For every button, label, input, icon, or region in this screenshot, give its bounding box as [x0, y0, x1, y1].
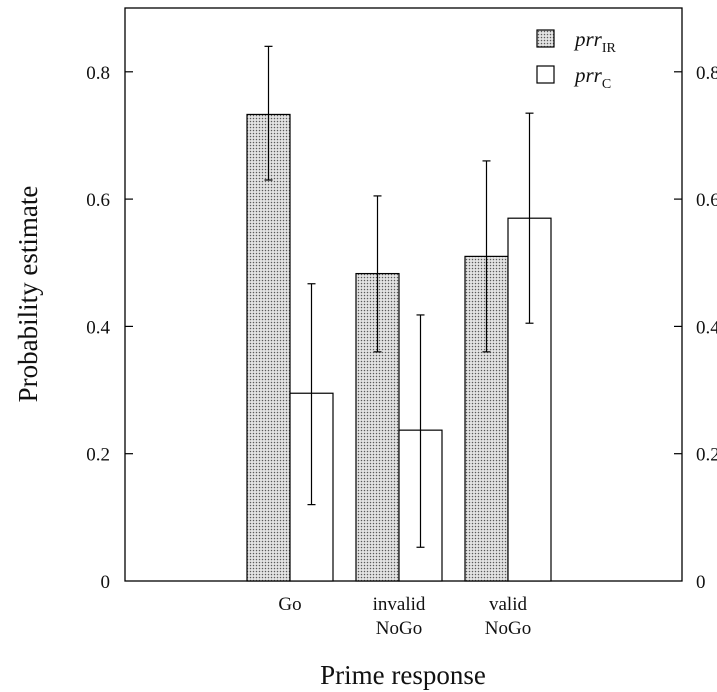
bar-ir-0 [247, 114, 290, 581]
legend-swatch-ir [537, 30, 554, 47]
x-tick-label: invalid [373, 594, 426, 615]
y-tick-label-left: 0.4 [86, 317, 110, 338]
bars-layer [247, 114, 551, 581]
y-tick-label-left: 0 [101, 572, 111, 593]
legend-label-ir: prrIR [573, 27, 617, 56]
legend-label-c: prrC [573, 63, 611, 92]
y-axis-title: Probability estimate [13, 186, 43, 403]
legend-swatch-c [537, 66, 554, 83]
y-tick-label-left: 0.2 [86, 445, 110, 466]
legend: prrIR prrC [537, 27, 617, 92]
x-tick-labels-layer: Go invalid NoGo valid NoGo [278, 594, 531, 639]
y-tick-label-left: 0.8 [86, 63, 110, 84]
x-axis-title: Prime response [320, 660, 486, 690]
y-tick-label-right: 0.6 [696, 190, 717, 211]
y-tick-label-right: 0.8 [696, 63, 717, 84]
y-tick-label-left: 0.6 [86, 190, 110, 211]
x-tick-label: Go [278, 594, 301, 615]
x-tick-label: valid [489, 594, 527, 615]
y-tick-label-right: 0 [696, 572, 706, 593]
y-tick-label-right: 0.2 [696, 445, 717, 466]
x-tick-label: NoGo [485, 618, 531, 639]
y-tick-label-right: 0.4 [696, 317, 717, 338]
x-tick-label: NoGo [376, 618, 422, 639]
